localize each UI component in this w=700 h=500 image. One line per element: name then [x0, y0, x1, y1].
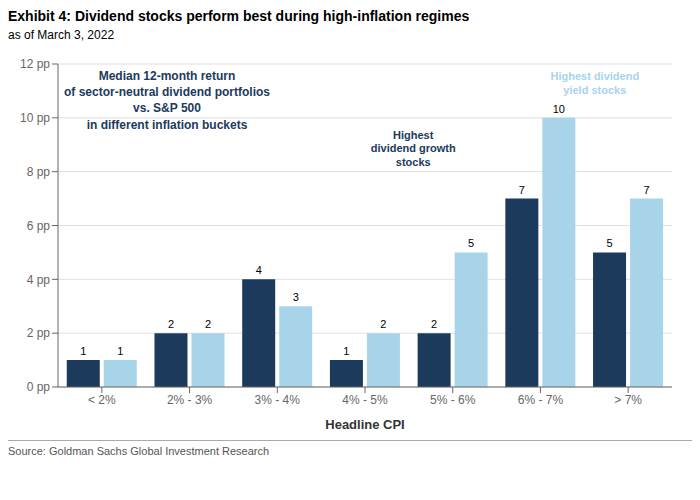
svg-text:5% - 6%: 5% - 6%	[430, 393, 476, 407]
svg-text:12 pp: 12 pp	[20, 57, 50, 71]
html-text:Highest dividend yield stocks: Highest dividend yield stocks	[550, 70, 640, 97]
svg-text:8 pp: 8 pp	[27, 165, 51, 179]
svg-text:4% - 5%: 4% - 5%	[342, 393, 388, 407]
svg-text:4 pp: 4 pp	[27, 273, 51, 287]
svg-text:5: 5	[468, 237, 474, 249]
svg-text:2 pp: 2 pp	[27, 326, 51, 340]
html-text:Source: Goldman Sachs Global I: Source: Goldman Sachs Global Investment …	[8, 445, 270, 457]
svg-text:2: 2	[205, 318, 211, 330]
svg-text:0 pp: 0 pp	[27, 380, 51, 394]
svg-text:10: 10	[553, 103, 565, 115]
html-text:Highest dividend growth stocks: Highest dividend growth stocks	[370, 128, 456, 169]
svg-text:10 pp: 10 pp	[20, 111, 50, 125]
svg-text:< 2%: < 2%	[88, 393, 116, 407]
svg-text:7: 7	[519, 184, 525, 196]
svg-text:6% - 7%: 6% - 7%	[518, 393, 564, 407]
svg-text:3: 3	[293, 291, 299, 303]
svg-text:2: 2	[380, 318, 386, 330]
svg-text:5: 5	[606, 237, 612, 249]
svg-text:> 7%: > 7%	[614, 393, 642, 407]
html-text:Median 12-month return of sect: Median 12-month return of sector-neutral…	[64, 69, 270, 132]
svg-text:2: 2	[168, 318, 174, 330]
svg-text:1: 1	[343, 345, 349, 357]
svg-text:Headline CPI: Headline CPI	[325, 417, 404, 432]
html-text:Exhibit 4: Dividend stocks per: Exhibit 4: Dividend stocks perform best …	[8, 8, 470, 24]
svg-text:1: 1	[117, 345, 123, 357]
svg-text:6 pp: 6 pp	[27, 219, 51, 233]
svg-text:4: 4	[256, 264, 262, 276]
svg-text:2: 2	[431, 318, 437, 330]
svg-text:1: 1	[80, 345, 86, 357]
svg-text:3% - 4%: 3% - 4%	[255, 393, 301, 407]
svg-text:2% - 3%: 2% - 3%	[167, 393, 213, 407]
svg-text:7: 7	[643, 184, 649, 196]
html-text:as of March 3, 2022: as of March 3, 2022	[8, 28, 115, 42]
